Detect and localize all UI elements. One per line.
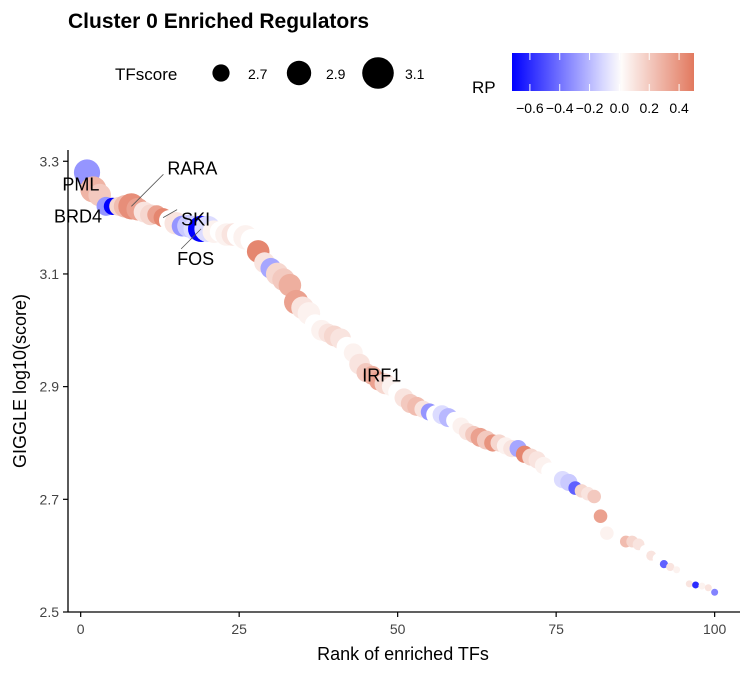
annotation-leader (131, 174, 164, 207)
color-legend: RP −0.6 −0.4 −0.2 0.0 0.2 0.4 (472, 53, 694, 116)
y-axis-label: GIGGLE log10(score) (10, 294, 30, 468)
data-point (666, 562, 675, 572)
size-legend-title: TFscore (115, 65, 177, 84)
data-point (685, 580, 693, 588)
chart-title: Cluster 0 Enriched Regulators (68, 10, 369, 33)
y-tick-label: 3.3 (40, 153, 60, 169)
y-tick-label: 3.1 (40, 266, 60, 282)
x-axis-label: Rank of enriched TFs (317, 644, 489, 664)
size-legend-label: 2.7 (248, 66, 268, 82)
annotation-leader (180, 228, 202, 250)
annotation-label: SKI (181, 210, 210, 230)
size-legend: TFscore 2.7 2.9 3.1 (115, 57, 425, 89)
colorbar-tick-label: −0.6 (516, 100, 544, 116)
data-point (587, 489, 601, 504)
y-tick-label: 2.7 (40, 491, 60, 507)
data-point (659, 560, 669, 569)
x-tick-label: 0 (77, 621, 85, 637)
annotation-label: BRD4 (54, 206, 102, 226)
data-point (600, 526, 614, 540)
data-point (692, 581, 700, 589)
size-legend-label: 2.9 (326, 66, 346, 82)
data-point (679, 569, 687, 577)
data-point (704, 584, 712, 592)
x-tick-label: 100 (703, 621, 727, 637)
size-legend-label: 3.1 (405, 66, 425, 82)
size-legend-dot (286, 60, 312, 86)
color-legend-title: RP (472, 78, 496, 97)
data-point (673, 566, 681, 574)
annotation-leader (162, 209, 178, 218)
colorbar-tick-label: 0.0 (610, 100, 630, 116)
data-point (698, 582, 706, 590)
size-legend-dot (362, 57, 394, 89)
annotation-label: IRF1 (362, 365, 401, 385)
color-legend-bar (512, 53, 694, 91)
data-point (652, 553, 663, 564)
annotation-label: FOS (177, 249, 214, 269)
y-tick-label: 2.9 (40, 379, 60, 395)
colorbar-tick-label: 0.2 (640, 100, 660, 116)
y-tick-label: 2.5 (40, 604, 60, 620)
data-point (711, 588, 719, 596)
annotation-label: PML (62, 174, 99, 194)
colorbar-tick-label: 0.4 (669, 100, 689, 116)
colorbar-tick-label: −0.4 (546, 100, 574, 116)
colorbar-tick-label: −0.2 (576, 100, 604, 116)
x-tick-label: 50 (390, 621, 406, 637)
x-tick-label: 75 (548, 621, 564, 637)
size-legend-dot (212, 64, 230, 82)
annotation-label: RARA (167, 158, 217, 178)
x-tick-label: 25 (231, 621, 247, 637)
plot-area: RARA PML BRD4 SKI FOS IRF1 2.5 2.7 2.9 3.1 3.3 0 2… (40, 150, 740, 637)
data-point (593, 509, 608, 524)
